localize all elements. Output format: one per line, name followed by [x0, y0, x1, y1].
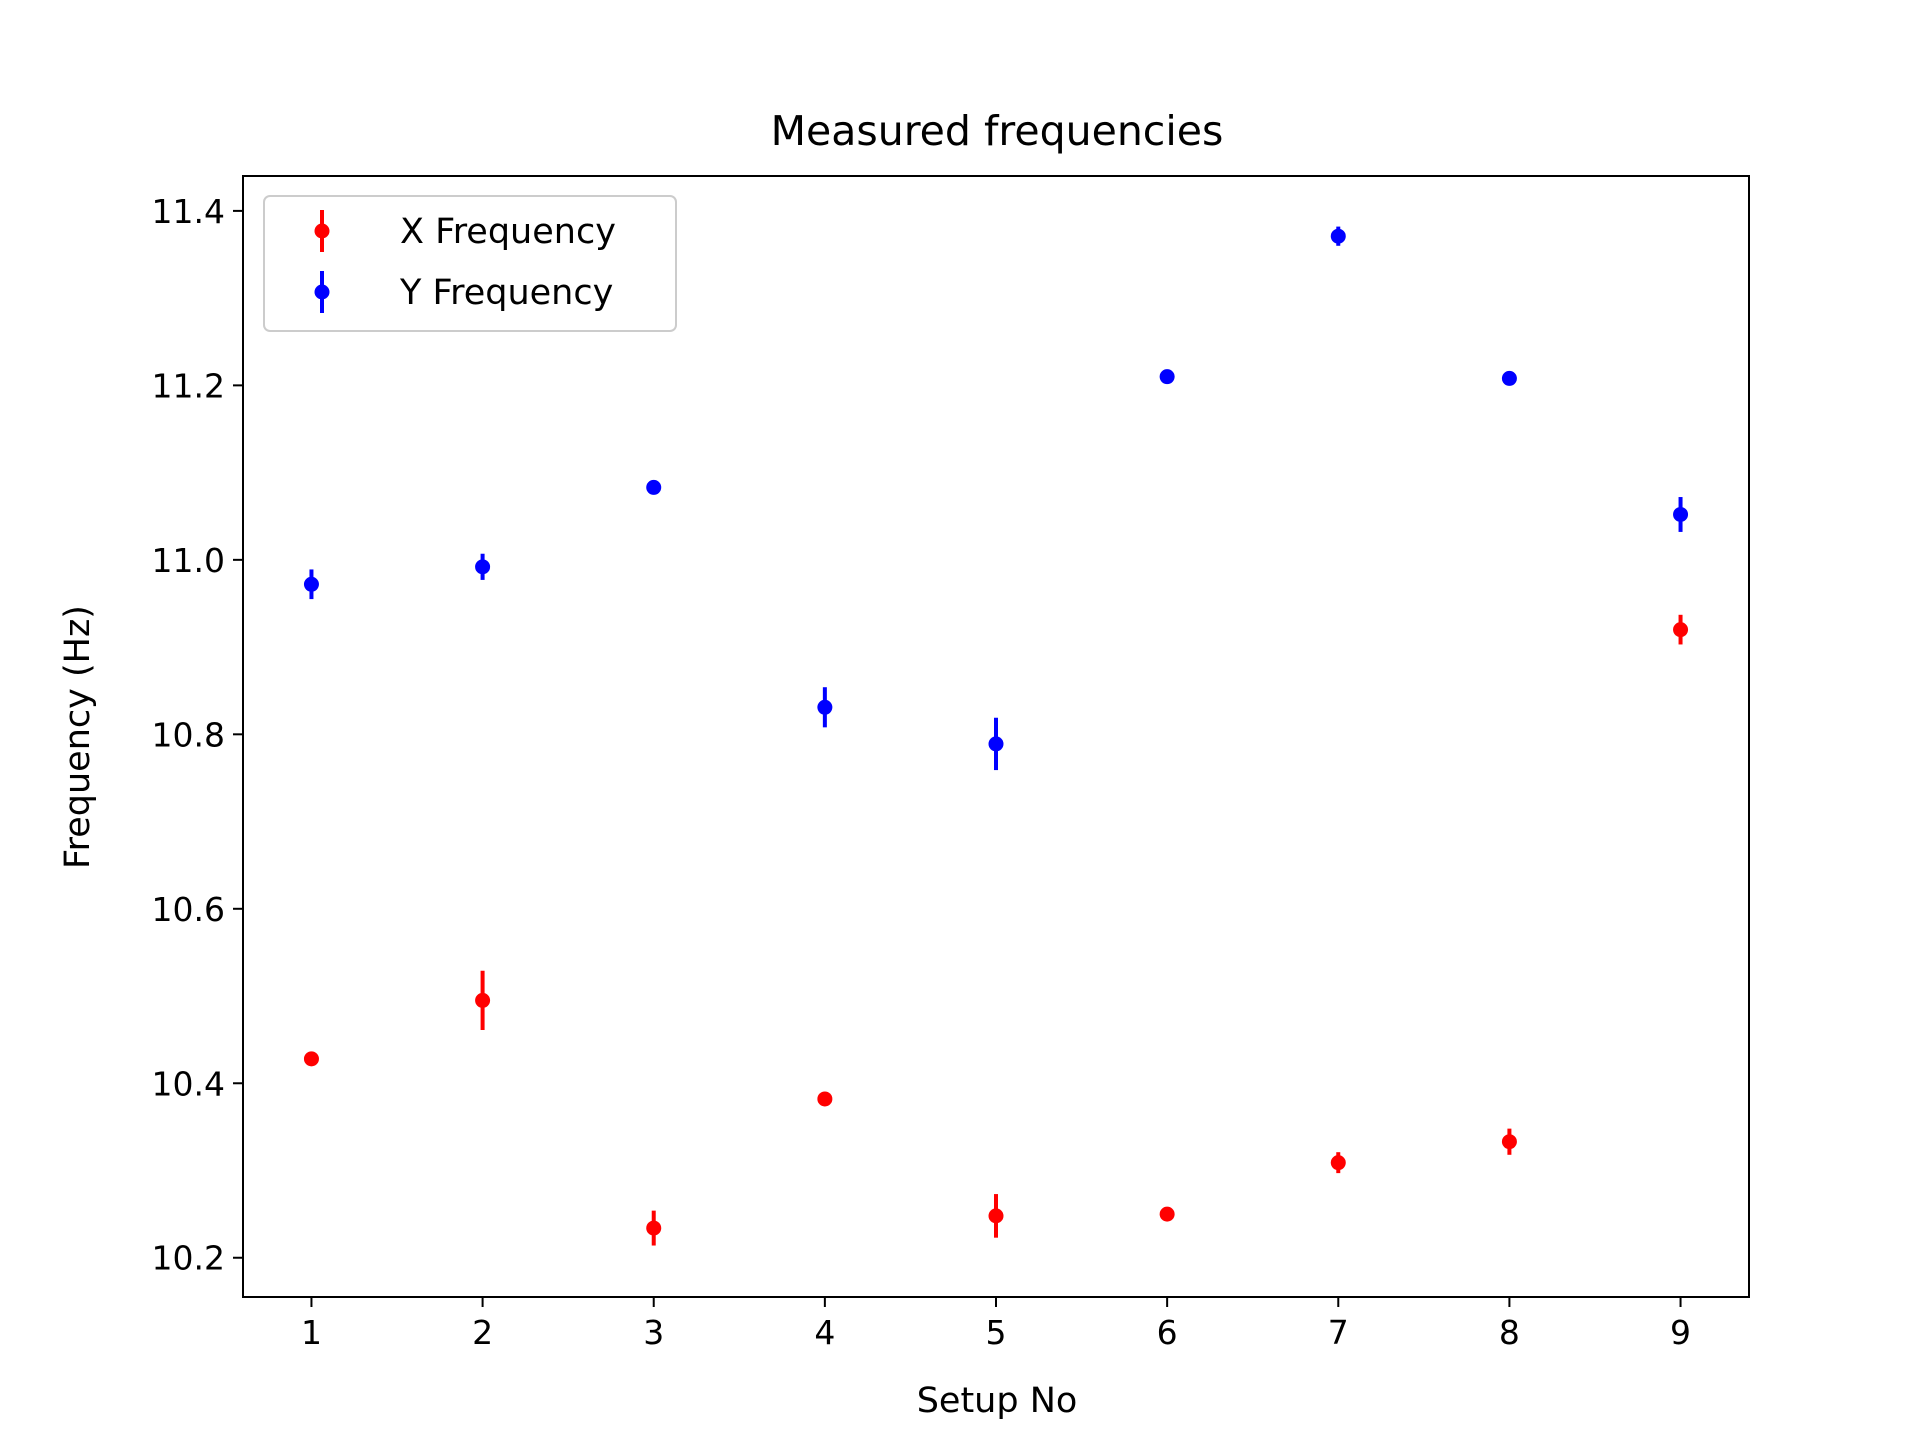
x-tick-label: 6 — [1157, 1313, 1178, 1352]
legend-label: Y Frequency — [399, 273, 613, 313]
data-point — [1501, 370, 1517, 386]
y-tick-label: 10.8 — [152, 715, 225, 754]
y-tick-label: 10.4 — [152, 1064, 225, 1103]
x-tick-label: 3 — [643, 1313, 664, 1352]
x-tick-label: 5 — [986, 1313, 1007, 1352]
y-axis-label: Frequency (Hz) — [58, 605, 98, 869]
y-tick-label: 10.2 — [152, 1239, 225, 1278]
data-point — [1159, 369, 1175, 385]
y-tick-label: 11.0 — [152, 541, 225, 580]
data-point — [646, 1220, 662, 1236]
x-axis-label: Setup No — [917, 1381, 1078, 1421]
x-tick-label: 4 — [814, 1313, 835, 1352]
y-tick-label: 11.4 — [152, 192, 225, 231]
data-point — [1673, 506, 1689, 522]
data-point — [1330, 1155, 1346, 1171]
y-tick-label: 10.6 — [152, 890, 225, 929]
plot-area: 1 2 3 4 5 6 7 8 9 10.2 10.4 10.6 10.8 11.0 11.2 11.4 — [152, 175, 1750, 1352]
legend-marker — [314, 223, 330, 239]
x-tick-label: 2 — [472, 1313, 493, 1352]
legend: X Frequency Y Frequency — [263, 195, 677, 332]
data-point — [817, 1091, 833, 1107]
series-x-frequency — [303, 614, 1689, 1246]
data-point — [1501, 1134, 1517, 1150]
x-tick-label: 8 — [1499, 1313, 1520, 1352]
data-point — [1159, 1206, 1175, 1222]
data-point — [646, 479, 662, 495]
data-point — [1330, 228, 1346, 244]
data-point — [303, 1051, 319, 1067]
chart-title: Measured frequencies — [771, 107, 1224, 155]
data-point — [475, 559, 491, 575]
data-point — [475, 992, 491, 1008]
data-point — [1673, 622, 1689, 638]
x-tick-label: 1 — [301, 1313, 322, 1352]
legend-label: X Frequency — [400, 212, 616, 252]
y-tick-label: 11.2 — [152, 366, 225, 405]
data-point — [988, 1208, 1004, 1224]
data-point — [817, 699, 833, 715]
series-y-frequency — [303, 226, 1689, 771]
data-point — [988, 736, 1004, 752]
x-tick-label: 9 — [1670, 1313, 1691, 1352]
legend-box — [263, 195, 677, 332]
data-point — [303, 576, 319, 592]
x-tick-label: 7 — [1328, 1313, 1349, 1352]
legend-marker — [314, 284, 330, 300]
